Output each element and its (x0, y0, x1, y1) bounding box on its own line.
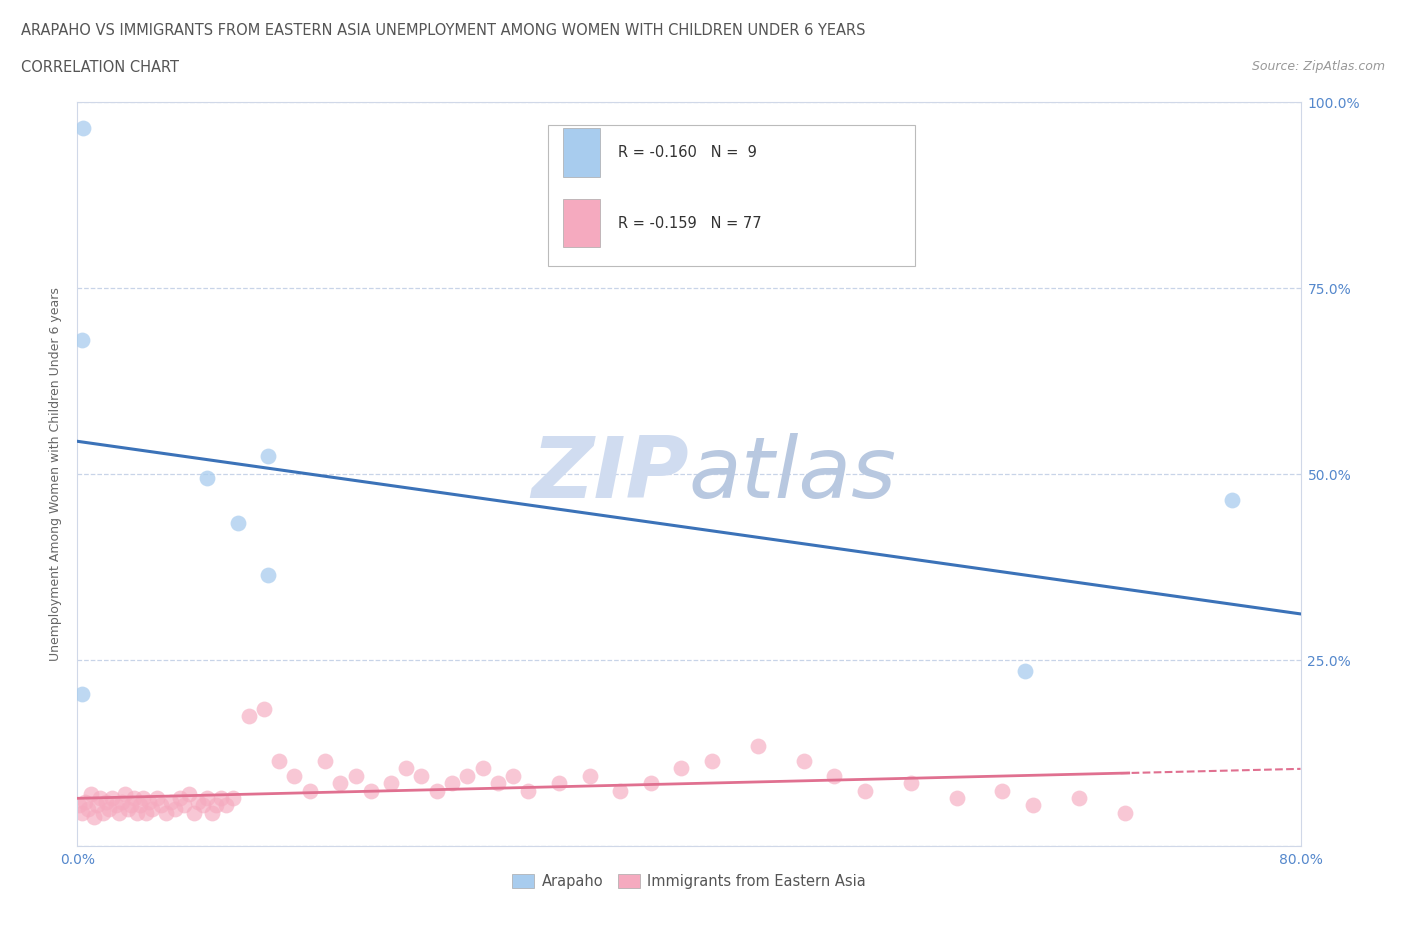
Point (314, 753, 336, 768)
Point (456, 768, 478, 783)
Point (411, 768, 433, 783)
Point (747, 738, 769, 753)
Point (191, 798, 214, 813)
Point (486, 776, 509, 790)
Point (853, 783, 876, 798)
Point (177, 787, 200, 802)
Point (640, 776, 662, 790)
Point (201, 805, 224, 820)
Point (991, 783, 1014, 798)
Bar (562, 128, 599, 177)
Point (945, 790, 967, 805)
Point (578, 768, 600, 783)
Point (257, 567, 280, 582)
Point (183, 805, 205, 820)
Text: CORRELATION CHART: CORRELATION CHART (21, 60, 179, 75)
Text: Source: ZipAtlas.com: Source: ZipAtlas.com (1251, 60, 1385, 73)
Y-axis label: Unemployment Among Women with Children Under 6 years: Unemployment Among Women with Children U… (49, 287, 62, 661)
Point (135, 805, 157, 820)
Point (91, 805, 114, 820)
Legend: Arapaho, Immigrants from Eastern Asia: Arapaho, Immigrants from Eastern Asia (506, 868, 872, 895)
Point (609, 783, 631, 798)
Point (125, 805, 148, 820)
Text: R = -0.160   N =  9: R = -0.160 N = 9 (619, 145, 756, 160)
Point (205, 798, 228, 813)
Point (155, 805, 177, 820)
Point (70, 805, 93, 820)
Point (1114, 805, 1136, 820)
Point (98, 802, 121, 817)
Point (80, 787, 103, 802)
Point (101, 790, 124, 805)
Point (548, 776, 571, 790)
Point (96, 794, 118, 809)
Point (440, 776, 463, 790)
Point (146, 790, 169, 805)
Point (104, 798, 127, 813)
Point (209, 790, 232, 805)
Point (823, 768, 845, 783)
Point (517, 783, 540, 798)
Text: ARAPAHO VS IMMIGRANTS FROM EASTERN ASIA UNEMPLOYMENT AMONG WOMEN WITH CHILDREN U: ARAPAHO VS IMMIGRANTS FROM EASTERN ASIA … (21, 23, 866, 38)
Point (671, 761, 693, 776)
Point (132, 790, 155, 805)
Text: R = -0.159   N = 77: R = -0.159 N = 77 (619, 216, 762, 231)
Point (187, 794, 209, 809)
Text: atlas: atlas (689, 432, 897, 516)
Point (111, 794, 134, 809)
Point (83, 809, 105, 824)
Point (502, 768, 524, 783)
Point (426, 783, 449, 798)
Point (165, 802, 187, 817)
Point (195, 471, 218, 485)
Point (257, 448, 280, 463)
Point (73, 794, 96, 809)
Point (298, 783, 321, 798)
Point (138, 794, 160, 809)
Point (72, 121, 94, 136)
Point (114, 787, 136, 802)
Point (329, 776, 352, 790)
Point (471, 761, 494, 776)
Point (169, 790, 191, 805)
Point (360, 783, 382, 798)
Point (120, 798, 142, 813)
Point (77, 802, 100, 817)
Point (793, 753, 815, 768)
Point (1067, 790, 1090, 805)
Point (70, 686, 93, 701)
Point (269, 753, 291, 768)
Bar (562, 199, 599, 247)
Point (1022, 798, 1045, 813)
Point (117, 802, 139, 817)
Point (195, 790, 218, 805)
Point (395, 761, 418, 776)
Point (214, 798, 236, 813)
Point (129, 798, 152, 813)
Point (700, 753, 723, 768)
Point (141, 802, 163, 817)
Point (238, 709, 260, 724)
Point (70, 333, 93, 348)
Point (122, 790, 145, 805)
Point (283, 768, 305, 783)
Point (150, 798, 173, 813)
Point (86, 798, 108, 813)
Text: ZIP: ZIP (531, 432, 689, 516)
Point (89, 790, 111, 805)
Point (67, 798, 90, 813)
Point (1014, 664, 1036, 679)
Point (380, 776, 402, 790)
Point (1220, 493, 1243, 508)
Point (173, 798, 195, 813)
Point (107, 805, 129, 820)
Point (222, 790, 245, 805)
Point (226, 515, 249, 530)
Point (253, 701, 276, 716)
Point (344, 768, 367, 783)
Point (159, 794, 181, 809)
FancyBboxPatch shape (548, 125, 915, 266)
Point (900, 776, 922, 790)
